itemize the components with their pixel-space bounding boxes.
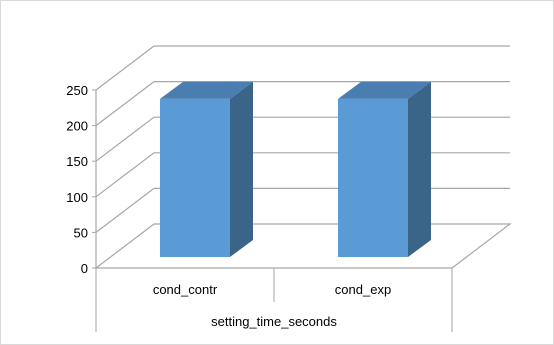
y-tick-label: 50 (74, 225, 88, 240)
gridline-side-250 (95, 45, 155, 91)
y-tick-label: 200 (66, 119, 88, 134)
y-tick-label: 150 (66, 154, 88, 169)
bar-side-cond_contr (230, 81, 253, 257)
gridline-side-100 (95, 152, 155, 198)
gridline-side-150 (95, 116, 155, 162)
bar-cond_exp (338, 98, 408, 257)
y-tick-label: 100 (66, 190, 88, 205)
y-tick-label: 0 (81, 261, 88, 276)
x-category-label: cond_contr (153, 282, 218, 297)
bar-side-cond_exp (408, 81, 431, 257)
gridline-side-200 (95, 81, 155, 127)
bar-top-cond_exp (338, 81, 431, 99)
y-tick-label: 250 (66, 83, 88, 98)
x-group-label: setting_time_seconds (211, 314, 337, 329)
bar-cond_contr (160, 98, 230, 257)
x-category-label: cond_exp (335, 282, 391, 297)
chart-floor (94, 223, 512, 269)
bar-top-cond_contr (160, 81, 253, 99)
gridline-side-50 (95, 187, 155, 233)
